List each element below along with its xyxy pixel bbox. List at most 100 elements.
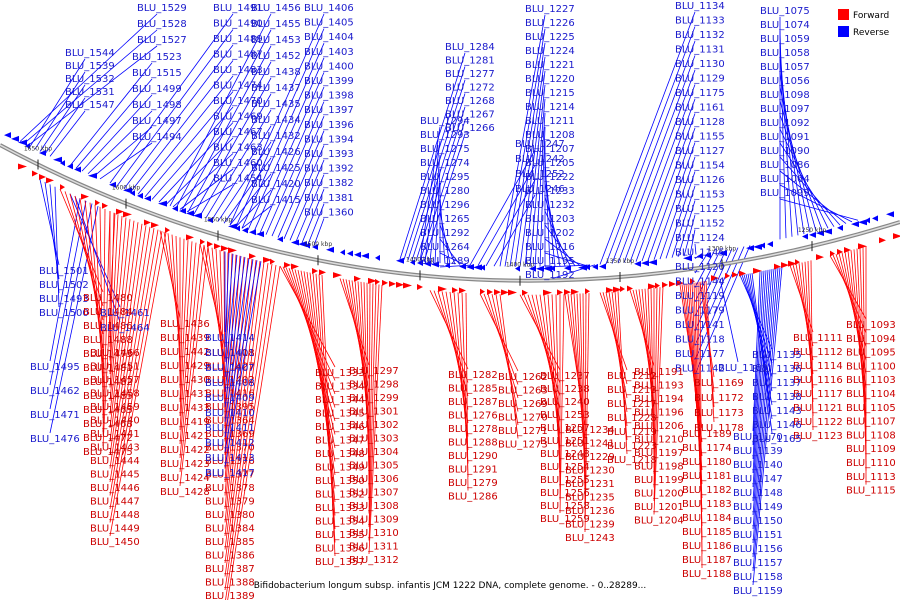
gene-label: BLU_1407 (205, 363, 255, 374)
leader-line (313, 218, 325, 246)
leader-line (531, 294, 561, 410)
gene-arrow-forward (893, 233, 900, 240)
gene-arrow-reverse (375, 254, 380, 261)
gene-label: BLU_1238 (540, 384, 590, 395)
tick-label: 1400 kbp (506, 262, 534, 269)
gene-arrow-reverse (697, 253, 703, 260)
leader-line (499, 14, 546, 267)
gene-label: BLU_1110 (846, 458, 896, 469)
gene-label: BLU_1155 (675, 132, 725, 143)
gene-arrow-forward (417, 284, 423, 291)
leader-line (151, 106, 234, 200)
gene-label: BLU_1446 (90, 483, 140, 494)
gene-label: BLU_1437 (251, 83, 301, 94)
gene-arrow-reverse (550, 265, 555, 272)
gene-label: BLU_1408 (205, 378, 255, 389)
gene-label: BLU_1207 (525, 144, 575, 155)
gene-label: BLU_1248 (540, 449, 590, 460)
gene-label: BLU_1157 (733, 558, 783, 569)
gene-label: BLU_1281 (445, 56, 495, 67)
gene-label: BLU_1463 (213, 143, 263, 154)
gene-label: BLU_1456 (251, 3, 301, 14)
leader-line (123, 44, 234, 190)
gene-label: BLU_1202 (525, 228, 575, 239)
gene-label: BLU_1183 (682, 499, 732, 510)
leader-line (137, 75, 234, 195)
gene-arrow-forward (494, 289, 501, 296)
gene-label: BLU_1451 (90, 362, 140, 373)
gene-arrow-forward (186, 234, 194, 241)
gene-arrow-forward (249, 253, 256, 260)
leader-line (301, 189, 325, 244)
gene-label: BLU_1539 (65, 61, 115, 72)
gene-arrow-forward (522, 289, 528, 296)
leader-line (752, 269, 771, 502)
gene-label: BLU_1381 (304, 193, 354, 204)
gene-label: BLU_1268 (445, 96, 495, 107)
gene-label: BLU_1115 (846, 486, 896, 497)
gene-label: BLU_1406 (304, 3, 354, 14)
gene-label: BLU_1498 (132, 100, 182, 111)
gene-label: BLU_1384 (205, 524, 255, 535)
leader-line (179, 245, 205, 473)
gene-label: BLU_1158 (733, 572, 783, 583)
gene-label: BLU_1453 (251, 35, 301, 46)
gene-arrow-reverse (347, 250, 353, 257)
gene-label: BLU_1108 (846, 430, 896, 441)
gene-arrow-reverse (18, 139, 27, 146)
gene-label: BLU_1099 (760, 188, 810, 199)
tick-label: 1350 kbp (606, 258, 634, 265)
gene-arrow-reverse (585, 264, 590, 271)
gene-arrow-reverse (207, 217, 213, 224)
gene-label: BLU_1104 (846, 389, 896, 400)
leader-line (277, 130, 325, 238)
gene-label: BLU_1344 (315, 395, 365, 406)
gene-arrow-forward (39, 174, 46, 181)
gene-label: BLU_1454 (213, 174, 263, 185)
gene-arrow-reverse (60, 160, 65, 167)
gene-arrow-forward (312, 268, 318, 275)
gene-label: BLU_1405 (304, 18, 354, 29)
leader-line (227, 265, 281, 600)
gene-label: BLU_1206 (634, 421, 684, 432)
gene-label: BLU_1057 (760, 62, 810, 73)
gene-label: BLU_1138 (752, 392, 802, 403)
gene-arrow-forward (368, 277, 377, 284)
gene-label: BLU_1223 (607, 441, 657, 452)
leader-line (109, 13, 234, 184)
gene-label: BLU_1199 (634, 475, 684, 486)
gene-arrow-forward (284, 261, 291, 268)
leader-line (487, 293, 519, 399)
gene-label: BLU_1346 (315, 422, 365, 433)
gene-arrow-forward (319, 269, 326, 276)
leader-line (599, 11, 696, 265)
gene-label: BLU_1178 (694, 423, 744, 434)
gene-arrow-reverse (158, 200, 167, 207)
gene-arrow-forward (844, 247, 851, 254)
gene-label: BLU_1402 (205, 375, 255, 386)
gene-label: BLU_1177 (675, 349, 725, 360)
leader-line (719, 278, 739, 363)
gene-label: BLU_1279 (448, 478, 498, 489)
gene-label: BLU_1147 (733, 474, 783, 485)
gene-label: BLU_1303 (349, 434, 399, 445)
gene-arrow-reverse (109, 181, 116, 188)
gene-label: BLU_1222 (525, 172, 575, 183)
gene-arrow-forward (648, 283, 657, 290)
leader-line (217, 141, 272, 222)
gene-label: BLU_1411 (205, 423, 255, 434)
gene-label: BLU_1133 (675, 16, 725, 27)
gene-label: BLU_1128 (675, 117, 725, 128)
gene-label: BLU_1220 (525, 74, 575, 85)
leader-line (752, 269, 769, 488)
gene-label: BLU_1253 (540, 410, 590, 421)
tick-label: 1500 kbp (304, 241, 332, 248)
gene-arrow-reverse (564, 265, 571, 272)
gene-label: BLU_1470 (213, 96, 263, 107)
leader-line (271, 116, 325, 237)
gene-label: BLU_1547 (65, 100, 115, 111)
gene-label: BLU_1443 (90, 443, 140, 454)
gene-arrow-reverse (242, 227, 248, 234)
leader-line (491, 294, 519, 412)
gene-label: BLU_1380 (205, 510, 255, 521)
